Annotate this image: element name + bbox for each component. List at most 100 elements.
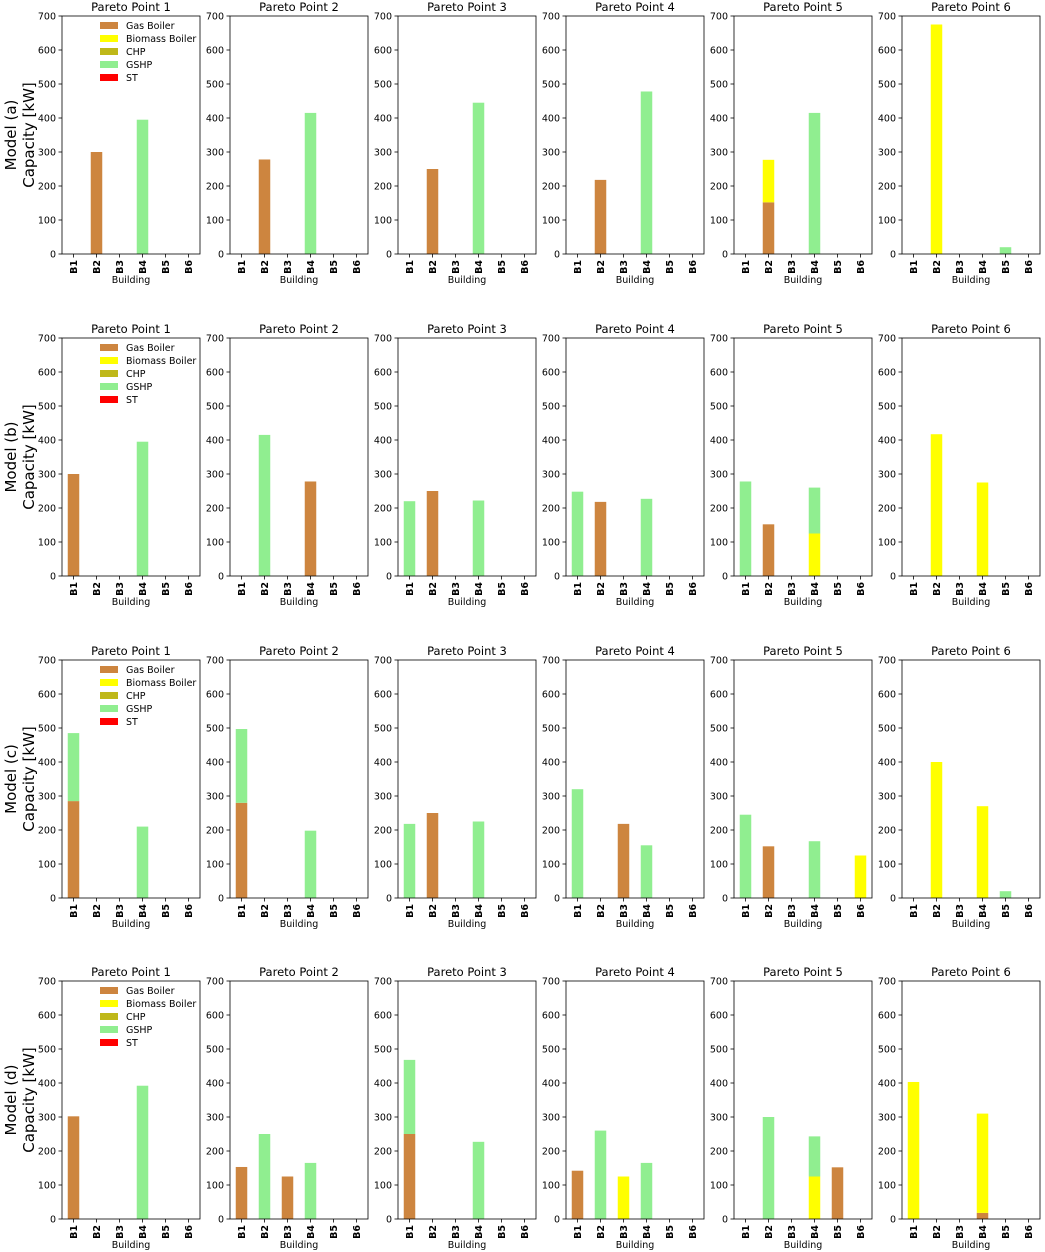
legend-swatch	[100, 679, 118, 686]
x-axis-label: Building	[784, 919, 823, 930]
bar-gshp-b2	[258, 1134, 271, 1219]
x-tick-label: B2	[932, 904, 943, 918]
bar-gshp-b4	[304, 112, 317, 255]
x-tick-label: B6	[184, 1225, 195, 1239]
panel-frame	[397, 15, 537, 255]
y-tick-label: 700	[878, 656, 896, 667]
x-tick-label: B6	[688, 904, 699, 918]
x-tick-label: B1	[909, 260, 920, 274]
panel-title: Pareto Point 3	[427, 322, 507, 336]
x-axis-label: Building	[280, 275, 319, 286]
x-axis-label: Building	[448, 919, 487, 930]
y-tick-label: 600	[206, 1011, 224, 1022]
y-tick-label: 600	[878, 46, 896, 57]
x-tick-label: B5	[329, 904, 340, 918]
y-tick-label: 200	[878, 826, 896, 837]
x-tick-label: B5	[665, 260, 676, 274]
bar-gshp-b4	[472, 102, 485, 254]
y-tick-label: 400	[878, 114, 896, 125]
x-tick-label: B6	[688, 582, 699, 596]
y-tick-label: 0	[50, 572, 56, 583]
y-tick-label: 400	[878, 436, 896, 447]
legend-swatch	[100, 74, 118, 81]
y-tick-label: 100	[206, 216, 224, 227]
x-tick-label: B5	[497, 904, 508, 918]
bar-biomass-boiler-b4	[976, 806, 989, 898]
bar-biomass-boiler-b4	[976, 482, 989, 576]
y-tick-label: 0	[554, 1215, 560, 1226]
row-model-label: Model (b)	[2, 421, 20, 492]
legend-label: Gas Boiler	[126, 665, 175, 676]
legend-swatch	[100, 48, 118, 55]
bar-gas-boiler-b5	[831, 1167, 844, 1219]
legend: Gas Boiler Biomass Boiler CHP GSHP ST	[100, 343, 196, 406]
y-tick-label: 700	[206, 334, 224, 345]
x-tick-label: B5	[329, 260, 340, 274]
panel-r3-c1: Pareto Point 2 0 100 200 300 400 500 600 700 B1 B2…	[206, 965, 369, 1251]
legend-label: Biomass Boiler	[126, 34, 196, 45]
panel-title: Pareto Point 4	[595, 965, 675, 979]
y-tick-label: 400	[374, 436, 392, 447]
y-tick-label: 500	[38, 80, 56, 91]
legend-swatch	[100, 705, 118, 712]
x-tick-label: B1	[741, 582, 752, 596]
bar-biomass-boiler-b2	[930, 24, 943, 254]
x-tick-label: B4	[978, 582, 989, 596]
y-tick-label: 600	[38, 46, 56, 57]
y-tick-label: 500	[710, 724, 728, 735]
y-tick-label: 0	[218, 894, 224, 905]
x-tick-label: B6	[184, 260, 195, 274]
panel-frame	[565, 337, 705, 577]
legend-swatch	[100, 1000, 118, 1007]
y-tick-label: 700	[542, 334, 560, 345]
x-tick-label: B2	[260, 260, 271, 274]
y-tick-label: 200	[710, 1147, 728, 1158]
y-tick-label: 500	[206, 80, 224, 91]
legend-label: ST	[126, 717, 138, 728]
y-tick-label: 400	[878, 1079, 896, 1090]
y-tick-label: 0	[890, 1215, 896, 1226]
y-tick-label: 600	[542, 690, 560, 701]
bar-gas-boiler-b1	[235, 802, 248, 898]
x-tick-label: B5	[161, 904, 172, 918]
y-tick-label: 0	[218, 572, 224, 583]
panel-r2-c3: Pareto Point 4 0 100 200 300 400 500 600 700 B1 B2…	[542, 644, 705, 930]
panel-r2-c2: Pareto Point 3 0 100 200 300 400 500 600 700 B1 B2…	[374, 644, 537, 930]
y-tick-label: 300	[38, 470, 56, 481]
bar-gas-boiler-b2	[426, 813, 439, 898]
y-tick-label: 100	[542, 1181, 560, 1192]
x-tick-label: B4	[642, 582, 653, 596]
x-axis-label: Building	[952, 1240, 991, 1251]
y-tick-label: 0	[50, 894, 56, 905]
legend-label: CHP	[126, 691, 146, 702]
bar-gshp-b5	[999, 891, 1012, 898]
panel-r3-c0: Pareto Point 1 0 100 200 300 400 500 600 700 B1 B2…	[38, 965, 201, 1251]
x-tick-label: B2	[428, 904, 439, 918]
x-axis-label: Building	[616, 1240, 655, 1251]
bar-gshp-b4	[808, 112, 821, 255]
legend-swatch	[100, 718, 118, 725]
y-tick-label: 400	[206, 1079, 224, 1090]
x-tick-label: B4	[978, 1225, 989, 1239]
panel-r0-c3: Pareto Point 4 0 100 200 300 400 500 600 700 B1 B2…	[542, 0, 705, 286]
bar-gshp-b2	[762, 1117, 775, 1219]
panel-title: Pareto Point 2	[259, 322, 339, 336]
x-tick-label: B3	[787, 1225, 798, 1239]
x-tick-label: B5	[329, 1225, 340, 1239]
y-tick-label: 500	[878, 80, 896, 91]
y-tick-label: 600	[710, 46, 728, 57]
panel-frame	[229, 337, 369, 577]
y-tick-label: 0	[218, 1215, 224, 1226]
bar-gshp-b4	[640, 498, 653, 576]
y-tick-label: 500	[878, 402, 896, 413]
bar-gas-boiler-b4	[304, 481, 317, 576]
y-tick-label: 100	[374, 216, 392, 227]
y-tick-label: 500	[710, 402, 728, 413]
panel-frame	[901, 15, 1041, 255]
x-tick-label: B1	[405, 260, 416, 274]
bar-gshp-b4	[136, 826, 149, 898]
bar-gas-boiler-b2	[762, 524, 775, 576]
y-tick-label: 400	[374, 1079, 392, 1090]
x-axis-label: Building	[448, 275, 487, 286]
bar-gshp-b4	[808, 1136, 821, 1177]
